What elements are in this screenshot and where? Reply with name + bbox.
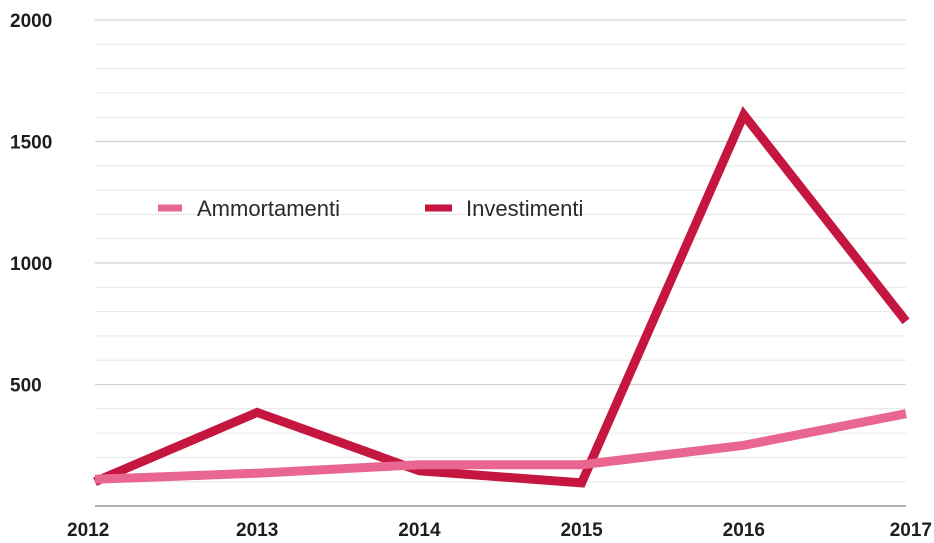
- series-lines: [93, 106, 910, 488]
- y-tick-label: 1000: [10, 254, 52, 275]
- y-tick-label: 500: [10, 376, 42, 397]
- x-tick-label: 2017: [890, 520, 932, 541]
- y-tick-label: 2000: [10, 11, 52, 32]
- y-tick-label: 1500: [10, 133, 52, 154]
- legend-label-investimenti: Investimenti: [466, 196, 583, 221]
- gridlines: [95, 19, 906, 483]
- x-tick-label: 2013: [236, 520, 278, 541]
- x-tick-label: 2012: [67, 520, 109, 541]
- series-line-ammortamenti: [94, 409, 907, 484]
- y-tick-labels: 500 1000 1500 2000: [10, 11, 52, 397]
- x-tick-labels: 2012 2013 2014 2015 2016 2017: [67, 520, 932, 541]
- x-tick-label: 2014: [398, 520, 441, 541]
- x-tick-label: 2015: [560, 520, 603, 541]
- legend: Ammortamenti Investimenti: [158, 196, 583, 221]
- x-tick-label: 2016: [723, 520, 765, 541]
- series-line-investimenti: [93, 106, 910, 488]
- legend-label-ammortamenti: Ammortamenti: [197, 196, 340, 221]
